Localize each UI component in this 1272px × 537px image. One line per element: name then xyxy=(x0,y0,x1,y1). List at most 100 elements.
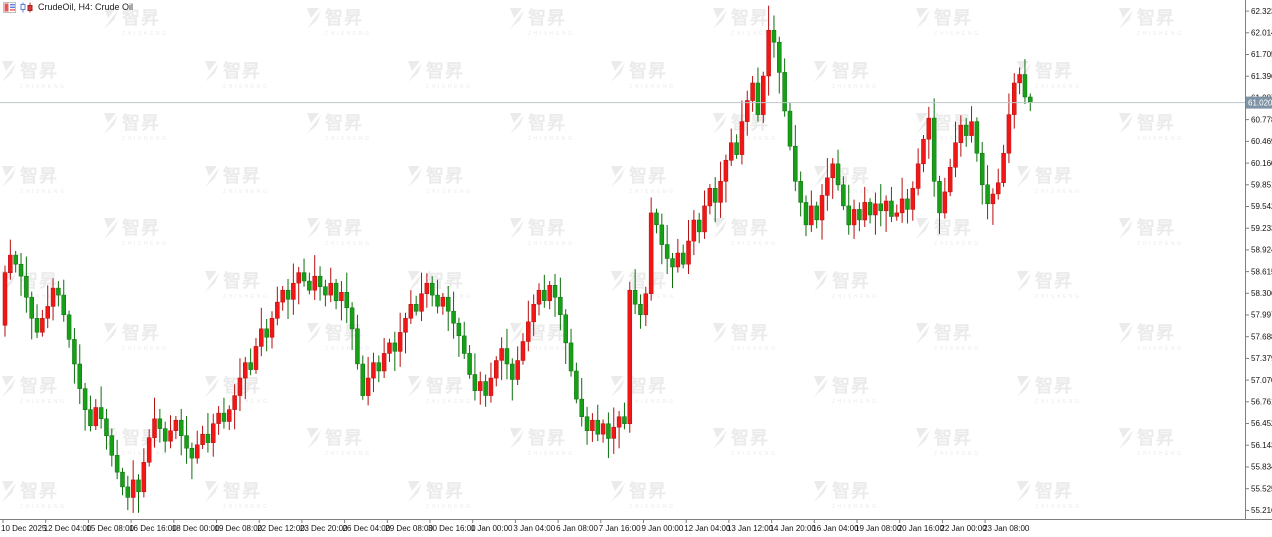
candle xyxy=(510,358,515,401)
candle xyxy=(552,274,558,317)
candle xyxy=(200,425,205,449)
candle xyxy=(173,416,179,440)
candle xyxy=(734,134,739,159)
candle xyxy=(349,302,355,350)
candle xyxy=(440,293,446,315)
candle xyxy=(643,286,649,326)
candle xyxy=(686,220,691,274)
candle xyxy=(825,158,830,211)
price-axis-label: 57.997 xyxy=(1251,311,1272,320)
price-axis-label: 56.452 xyxy=(1251,419,1272,428)
candle xyxy=(835,149,841,191)
candle xyxy=(542,274,547,308)
price-axis-label: 55.834 xyxy=(1251,463,1272,472)
candle xyxy=(104,408,109,450)
time-axis-label: 12 Dec 04:00 xyxy=(44,524,92,533)
candle xyxy=(878,184,884,227)
candle xyxy=(798,171,803,217)
candle xyxy=(483,374,488,407)
candle xyxy=(921,135,926,173)
candle xyxy=(718,161,723,218)
candles-chart-icon xyxy=(20,2,33,13)
candle xyxy=(894,204,900,221)
price-axis-label: 57.379 xyxy=(1251,354,1272,363)
candle xyxy=(56,281,61,307)
candle xyxy=(29,291,34,340)
candle xyxy=(584,406,590,445)
candle xyxy=(979,142,985,205)
candle xyxy=(622,402,627,430)
candle xyxy=(285,279,291,319)
price-axis-label: 58.615 xyxy=(1251,267,1272,276)
price-axis-label: 59.233 xyxy=(1251,224,1272,233)
candle xyxy=(963,118,969,147)
candle xyxy=(841,176,846,211)
candle xyxy=(942,177,948,219)
candle xyxy=(728,128,734,166)
candle xyxy=(563,309,568,364)
candle xyxy=(520,333,526,365)
candle xyxy=(2,265,8,337)
price-axis-label: 59.851 xyxy=(1251,181,1272,190)
current-price-value: 61.020 xyxy=(1248,99,1272,108)
time-axis-label: 16 Dec 16:00 xyxy=(129,524,177,533)
candle xyxy=(707,184,713,215)
candles-layer xyxy=(2,5,1033,513)
candle xyxy=(168,415,173,449)
candle xyxy=(403,312,408,354)
chart-header: CrudeOil, H4: Crude Oil xyxy=(3,2,133,13)
candle xyxy=(291,263,296,315)
candle xyxy=(1001,144,1006,187)
candle xyxy=(109,428,115,467)
candle xyxy=(953,121,958,178)
candle xyxy=(739,100,745,165)
candle xyxy=(312,255,317,300)
candle xyxy=(472,353,478,401)
candle xyxy=(146,429,152,467)
candle xyxy=(264,319,269,352)
candle xyxy=(360,355,366,400)
candle xyxy=(408,290,414,324)
candle xyxy=(152,397,157,448)
candle xyxy=(536,283,542,316)
candle xyxy=(574,362,579,404)
candle xyxy=(40,309,45,337)
candle xyxy=(568,328,574,377)
candle xyxy=(745,90,750,136)
candle xyxy=(771,15,777,58)
candle xyxy=(120,467,125,496)
time-axis-label: 30 Dec 16:00 xyxy=(428,524,476,533)
candle xyxy=(301,258,307,287)
candle xyxy=(61,279,66,322)
candle xyxy=(515,346,520,385)
candle xyxy=(162,421,168,453)
candle xyxy=(419,272,424,322)
time-axis-label: 3 Jan 04:00 xyxy=(513,524,555,533)
candle xyxy=(397,312,403,367)
candle xyxy=(723,154,729,203)
time-axis-label: 23 Dec 20:00 xyxy=(300,524,348,533)
candle xyxy=(702,190,707,239)
candle xyxy=(691,210,697,256)
candle xyxy=(851,199,857,239)
candle xyxy=(819,184,825,240)
candle xyxy=(424,273,430,308)
candle xyxy=(328,267,333,303)
time-axis-label: 13 Jan 12:00 xyxy=(727,524,774,533)
candle xyxy=(237,358,243,411)
candle xyxy=(494,356,499,387)
candle xyxy=(958,115,964,157)
quotes-table-icon xyxy=(3,2,16,13)
price-axis-labels[interactable]: 62.32362.01461.70561.39661.08760.77860.4… xyxy=(1245,7,1272,515)
candle xyxy=(883,195,889,232)
time-axis-label: 19 Jan 08:00 xyxy=(855,524,902,533)
candle xyxy=(45,285,50,329)
candle xyxy=(461,321,467,359)
candle xyxy=(654,208,659,234)
candle xyxy=(248,348,253,376)
candle xyxy=(413,295,419,316)
candle xyxy=(435,279,440,314)
